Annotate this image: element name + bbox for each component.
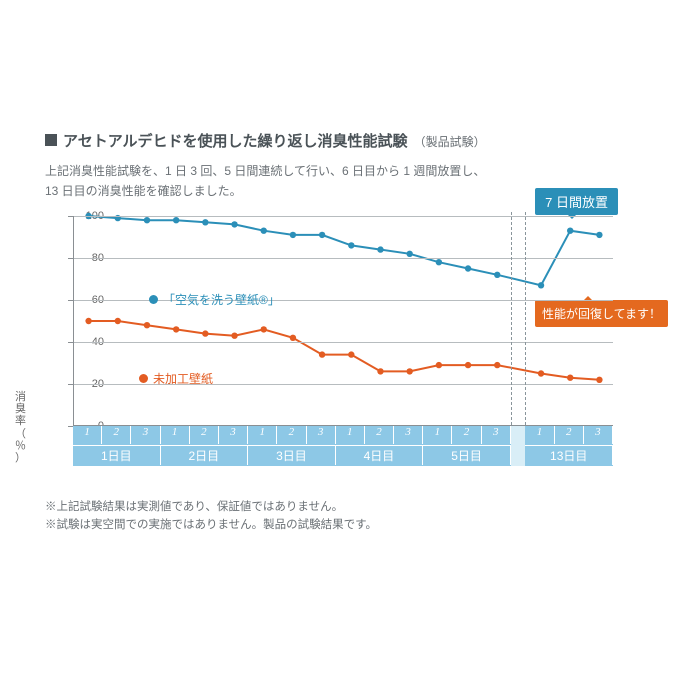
data-point xyxy=(348,351,354,357)
chart-title: アセトアルデヒドを使用した繰り返し消臭性能試験 （製品試験） xyxy=(45,130,655,151)
x-tick-run: 3 xyxy=(131,426,160,444)
x-tick-run: 3 xyxy=(584,426,613,444)
x-tick-run: 3 xyxy=(482,426,511,444)
data-point xyxy=(406,368,412,374)
series-line xyxy=(89,216,600,285)
data-point xyxy=(144,217,150,223)
title-marker-icon xyxy=(45,134,57,146)
x-tick-day: 1日目 xyxy=(73,445,161,465)
legend-series-blue: 「空気を洗う壁紙®」 xyxy=(149,291,280,308)
data-point xyxy=(319,231,325,237)
x-tick-day: 4日目 xyxy=(336,445,424,465)
legend-series-orange: 未加工壁紙 xyxy=(139,370,213,387)
data-point xyxy=(406,250,412,256)
data-point xyxy=(596,231,602,237)
data-point xyxy=(567,227,573,233)
circle-marker-icon xyxy=(149,295,158,304)
gap-divider xyxy=(525,212,526,430)
x-tick-day: 3日目 xyxy=(248,445,336,465)
data-point xyxy=(465,362,471,368)
x-tick-day: 5日目 xyxy=(423,445,511,465)
data-point xyxy=(290,334,296,340)
x-tick-run: 3 xyxy=(219,426,248,444)
x-tick-run: 2 xyxy=(365,426,394,444)
data-point xyxy=(115,318,121,324)
legend-orange-label: 未加工壁紙 xyxy=(153,370,213,387)
data-point xyxy=(436,362,442,368)
desc-line-1: 13 日目の消臭性能を確認しました。 xyxy=(45,184,242,198)
data-point xyxy=(596,376,602,382)
data-point xyxy=(319,351,325,357)
data-point xyxy=(465,265,471,271)
chart-grid xyxy=(73,216,613,426)
data-point xyxy=(290,231,296,237)
x-tick-run: 1 xyxy=(161,426,190,444)
x-tick-run: 2 xyxy=(190,426,219,444)
x-tick-run: 1 xyxy=(248,426,277,444)
x-tick-run: 1 xyxy=(73,426,102,444)
data-point xyxy=(377,368,383,374)
data-point xyxy=(377,246,383,252)
data-point xyxy=(436,259,442,265)
data-point xyxy=(231,332,237,338)
desc-line-0: 上記消臭性能試験を、1 日 3 回、5 日間連続して行い、6 日目から 1 週間… xyxy=(45,164,485,178)
data-point xyxy=(494,271,500,277)
legend-blue-label: 「空気を洗う壁紙®」 xyxy=(163,291,280,308)
data-point xyxy=(538,370,544,376)
x-tick-run: 1 xyxy=(525,426,554,444)
y-axis-label: 消臭率（％） xyxy=(15,391,26,464)
data-point xyxy=(144,322,150,328)
x-tick-run: 3 xyxy=(394,426,423,444)
data-point xyxy=(261,326,267,332)
data-point xyxy=(538,282,544,288)
deodorizing-performance-chart: 7 日間放置 性能が回復してます！ 消臭率（％） 020406080100 「空… xyxy=(45,216,650,486)
x-tick-run: 1 xyxy=(336,426,365,444)
title-main: アセトアルデヒドを使用した繰り返し消臭性能試験 xyxy=(63,130,408,151)
x-tick-run: 2 xyxy=(277,426,306,444)
gap-divider xyxy=(511,212,512,430)
x-tick-run: 2 xyxy=(555,426,584,444)
data-point xyxy=(348,242,354,248)
callout-blue: 7 日間放置 xyxy=(535,188,618,215)
footnote-0: ※上記試験結果は実測値であり、保証値ではありません。 xyxy=(45,498,655,516)
title-sub: （製品試験） xyxy=(414,133,486,150)
x-tick-day: 13日目 xyxy=(525,445,613,465)
data-point xyxy=(173,217,179,223)
data-point xyxy=(85,318,91,324)
x-tick-run: 2 xyxy=(102,426,131,444)
chart-svg xyxy=(74,216,614,426)
x-tick-day: 2日目 xyxy=(161,445,249,465)
data-point xyxy=(567,374,573,380)
x-tick-run: 1 xyxy=(423,426,452,444)
data-point xyxy=(261,227,267,233)
x-tick-run: 3 xyxy=(307,426,336,444)
x-tick-run: 2 xyxy=(452,426,481,444)
circle-marker-icon xyxy=(139,374,148,383)
data-point xyxy=(202,219,208,225)
data-point xyxy=(202,330,208,336)
data-point xyxy=(231,221,237,227)
data-point xyxy=(494,362,500,368)
footnote-1: ※試験は実空間での実施ではありません。製品の試験結果です。 xyxy=(45,516,655,534)
chart-footnotes: ※上記試験結果は実測値であり、保証値ではありません。 ※試験は実空間での実施では… xyxy=(45,498,655,535)
data-point xyxy=(173,326,179,332)
x-axis-band: 1231日目1232日目1233日目1234日目1235日目12313日目 xyxy=(73,426,613,466)
